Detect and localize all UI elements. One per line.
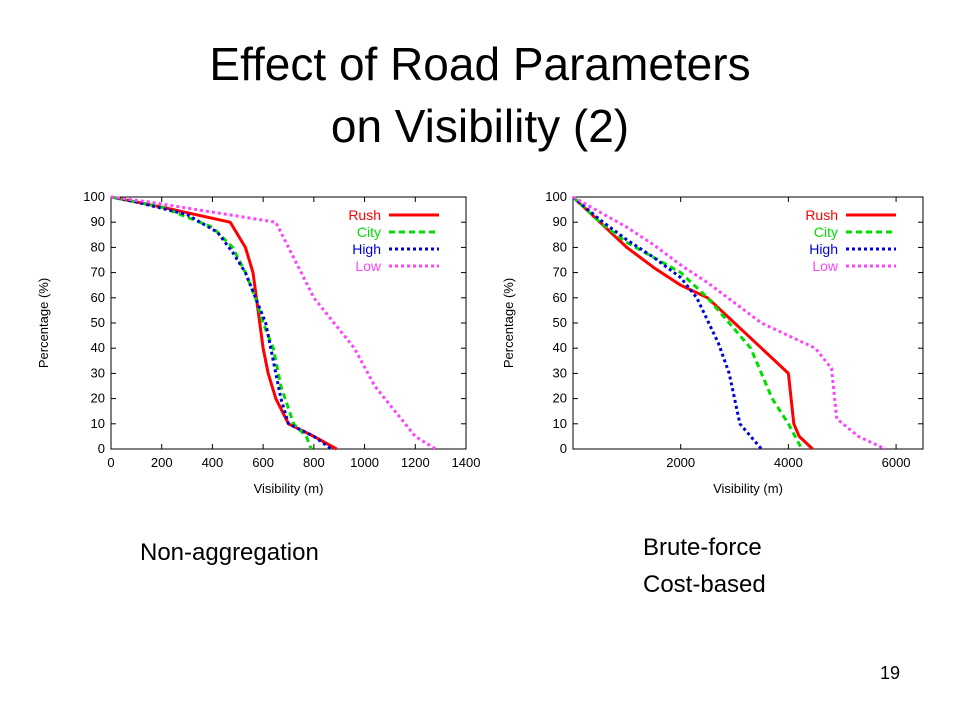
chart0-legend-label-high: High [352,241,381,257]
caption-left: Non-aggregation [140,539,319,566]
chart1-series-city-line [571,195,804,450]
chart1-legend-label-city: City [814,224,838,240]
chart1-legend-label-low: Low [812,258,839,274]
slide-title-line1: Effect of Road Parameters [209,38,751,90]
chart0-ytick-label: 50 [91,315,105,330]
chart0-ytick-label: 100 [83,189,105,204]
chart0-series-rush-line [110,195,338,451]
chart0-series-city-line [110,195,313,450]
chart1-ytick-label: 10 [553,416,567,431]
chart1-ytick-label: 80 [553,239,567,254]
chart1-legend-label-rush: Rush [805,207,838,223]
page-number: 19 [880,663,901,683]
chart0-xlabel: Visibility (m) [254,481,324,496]
chart1-ytick-label: 0 [560,441,567,456]
chart0-ytick-label: 90 [91,214,105,229]
left-chart-panel: 0 10 20 30 40 50 60 70 80 90 100 0 200 400 600 800 1000 1… [16,173,480,503]
chart0-ytick-label: 20 [91,391,105,406]
chart0-xtick-label: 200 [151,455,173,470]
slide-title-line2: on Visibility (2) [330,100,630,152]
caption-right-line2: Cost-based [643,571,766,598]
chart0-ytick-label: 80 [91,239,105,254]
chart0-xtick-label: 800 [303,455,325,470]
chart0-legend-label-rush: Rush [348,207,381,223]
chart1-series-rush-line [571,195,814,451]
chart1-plot-frame [572,196,924,450]
chart1-xtick-label: 6000 [882,455,911,470]
chart0-ytick-label: 60 [91,290,105,305]
chart1-xtick-label: 4000 [774,455,803,470]
chart0-series-low-line [110,195,437,451]
chart0-ytick-label: 40 [91,340,105,355]
chart0-legend-label-city: City [357,224,381,240]
right-chart-panel: 0 10 20 30 40 50 60 70 80 90 100 2000 4000 6000 Visibi… [491,173,944,503]
chart0-ytick-label: 70 [91,265,105,280]
chart1-ytick-label: 100 [545,189,567,204]
chart0-plot-frame [110,196,467,450]
chart0-ytick-label: 30 [91,365,105,380]
right-chart: 0 10 20 30 40 50 60 70 80 90 100 2000 4000 6000 Visibi… [501,189,924,496]
chart0-ytick-label: 10 [91,416,105,431]
chart1-ytick-label: 70 [553,265,567,280]
chart0-series-high-line [110,195,333,451]
chart0-legend-label-low: Low [355,258,382,274]
chart0-xtick-label: 1000 [350,455,379,470]
chart1-legend-label-high: High [809,241,838,257]
chart0-xtick-label: 0 [107,455,114,470]
chart0-xtick-label: 600 [252,455,274,470]
chart1-xtick-label: 2000 [666,455,695,470]
chart1-ytick-label: 40 [553,340,567,355]
chart0-ytick-label: 0 [98,441,105,456]
chart1-ytick-label: 30 [553,365,567,380]
chart1-series-low-line [572,195,886,451]
chart1-ylabel: Percentage (%) [501,278,516,368]
chart0-xtick-label: 1400 [452,455,480,470]
chart0-ylabel: Percentage (%) [36,278,51,368]
caption-right-line1: Brute-force [643,534,762,561]
chart1-ytick-label: 50 [553,315,567,330]
chart1-xlabel: Visibility (m) [713,481,783,496]
chart0-xtick-label: 1200 [401,455,430,470]
chart1-ytick-label: 20 [553,391,567,406]
chart0-xtick-label: 400 [202,455,224,470]
chart1-ytick-label: 60 [553,290,567,305]
chart1-ytick-label: 90 [553,214,567,229]
